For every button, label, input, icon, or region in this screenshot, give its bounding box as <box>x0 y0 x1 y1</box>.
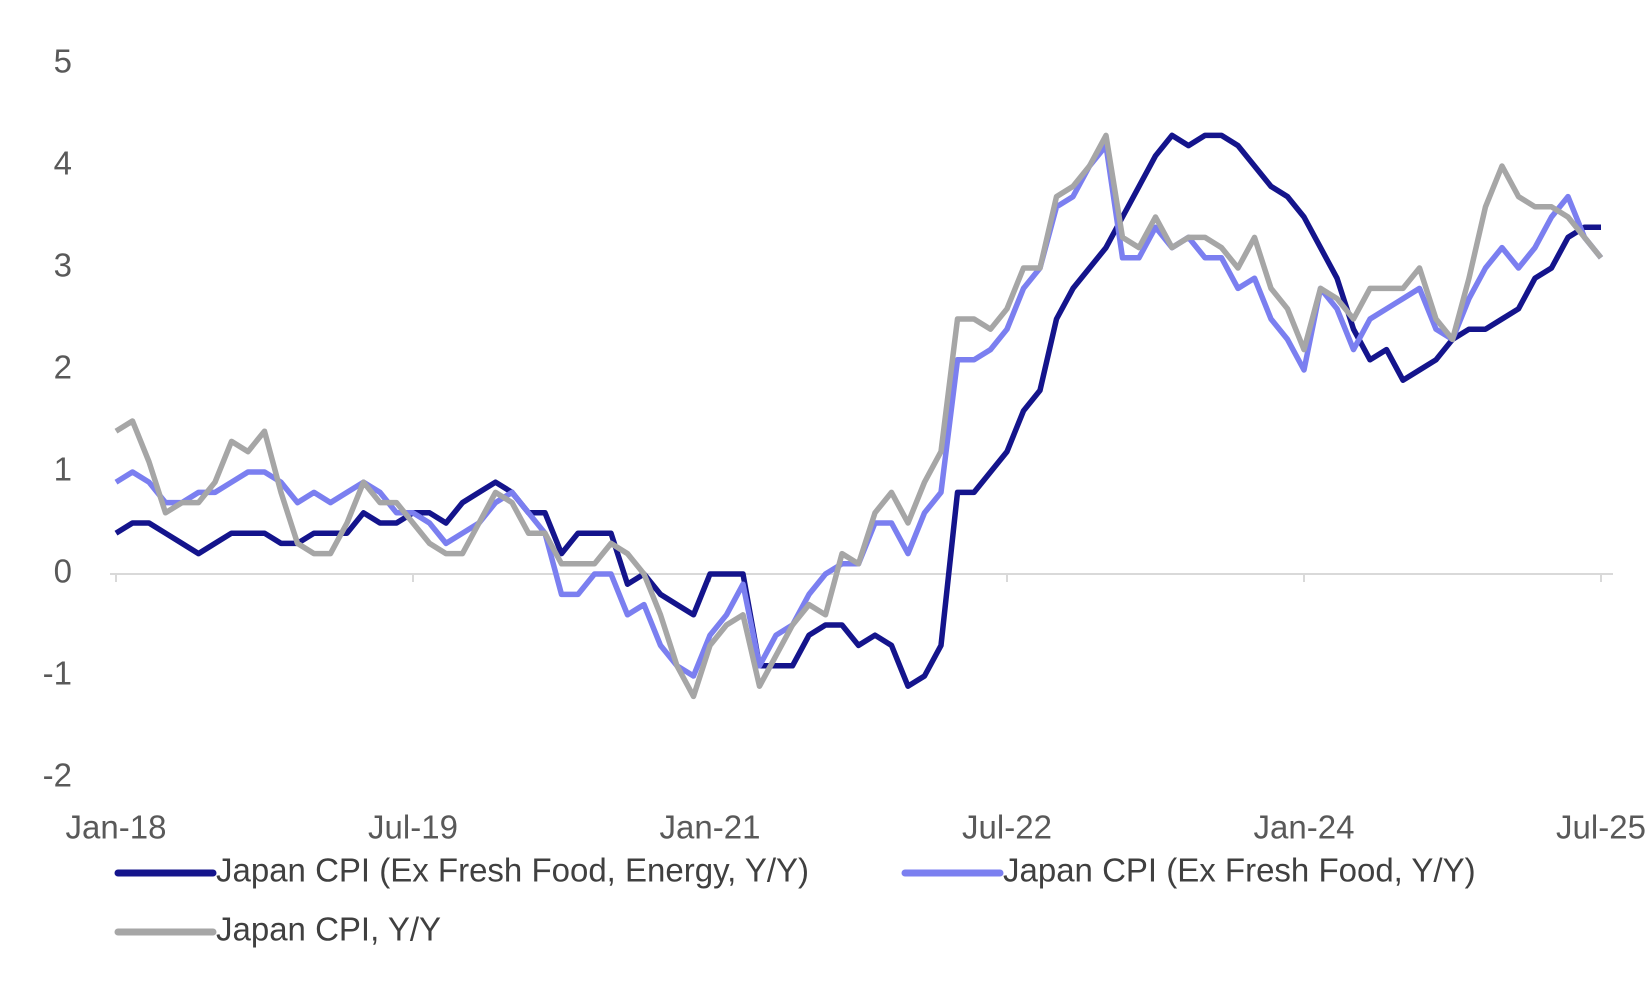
y-tick-label: 5 <box>54 43 72 80</box>
x-tick-label: Jan-24 <box>1254 809 1355 846</box>
series-line <box>114 132 1604 700</box>
legend-label: Japan CPI (Ex Fresh Food, Energy, Y/Y) <box>216 852 809 889</box>
x-tick-label: Jul-19 <box>368 809 458 846</box>
x-tick-label: Jul-22 <box>962 809 1052 846</box>
legend-label: Japan CPI (Ex Fresh Food, Y/Y) <box>1003 852 1476 889</box>
legend-label: Japan CPI, Y/Y <box>216 911 441 948</box>
y-tick-label: 1 <box>54 451 72 488</box>
y-tick-label: 0 <box>54 553 72 590</box>
y-tick-label: -1 <box>43 655 72 692</box>
series-line <box>114 132 1601 689</box>
x-tick-label: Jul-25 <box>1556 809 1646 846</box>
y-tick-label: 2 <box>54 349 72 386</box>
y-tick-label: -2 <box>43 757 72 794</box>
x-tick-label: Jan-18 <box>66 809 167 846</box>
y-tick-label: 3 <box>54 247 72 284</box>
x-tick-label: Jan-21 <box>660 809 761 846</box>
series-line <box>114 142 1604 679</box>
y-tick-label: 4 <box>54 145 72 182</box>
